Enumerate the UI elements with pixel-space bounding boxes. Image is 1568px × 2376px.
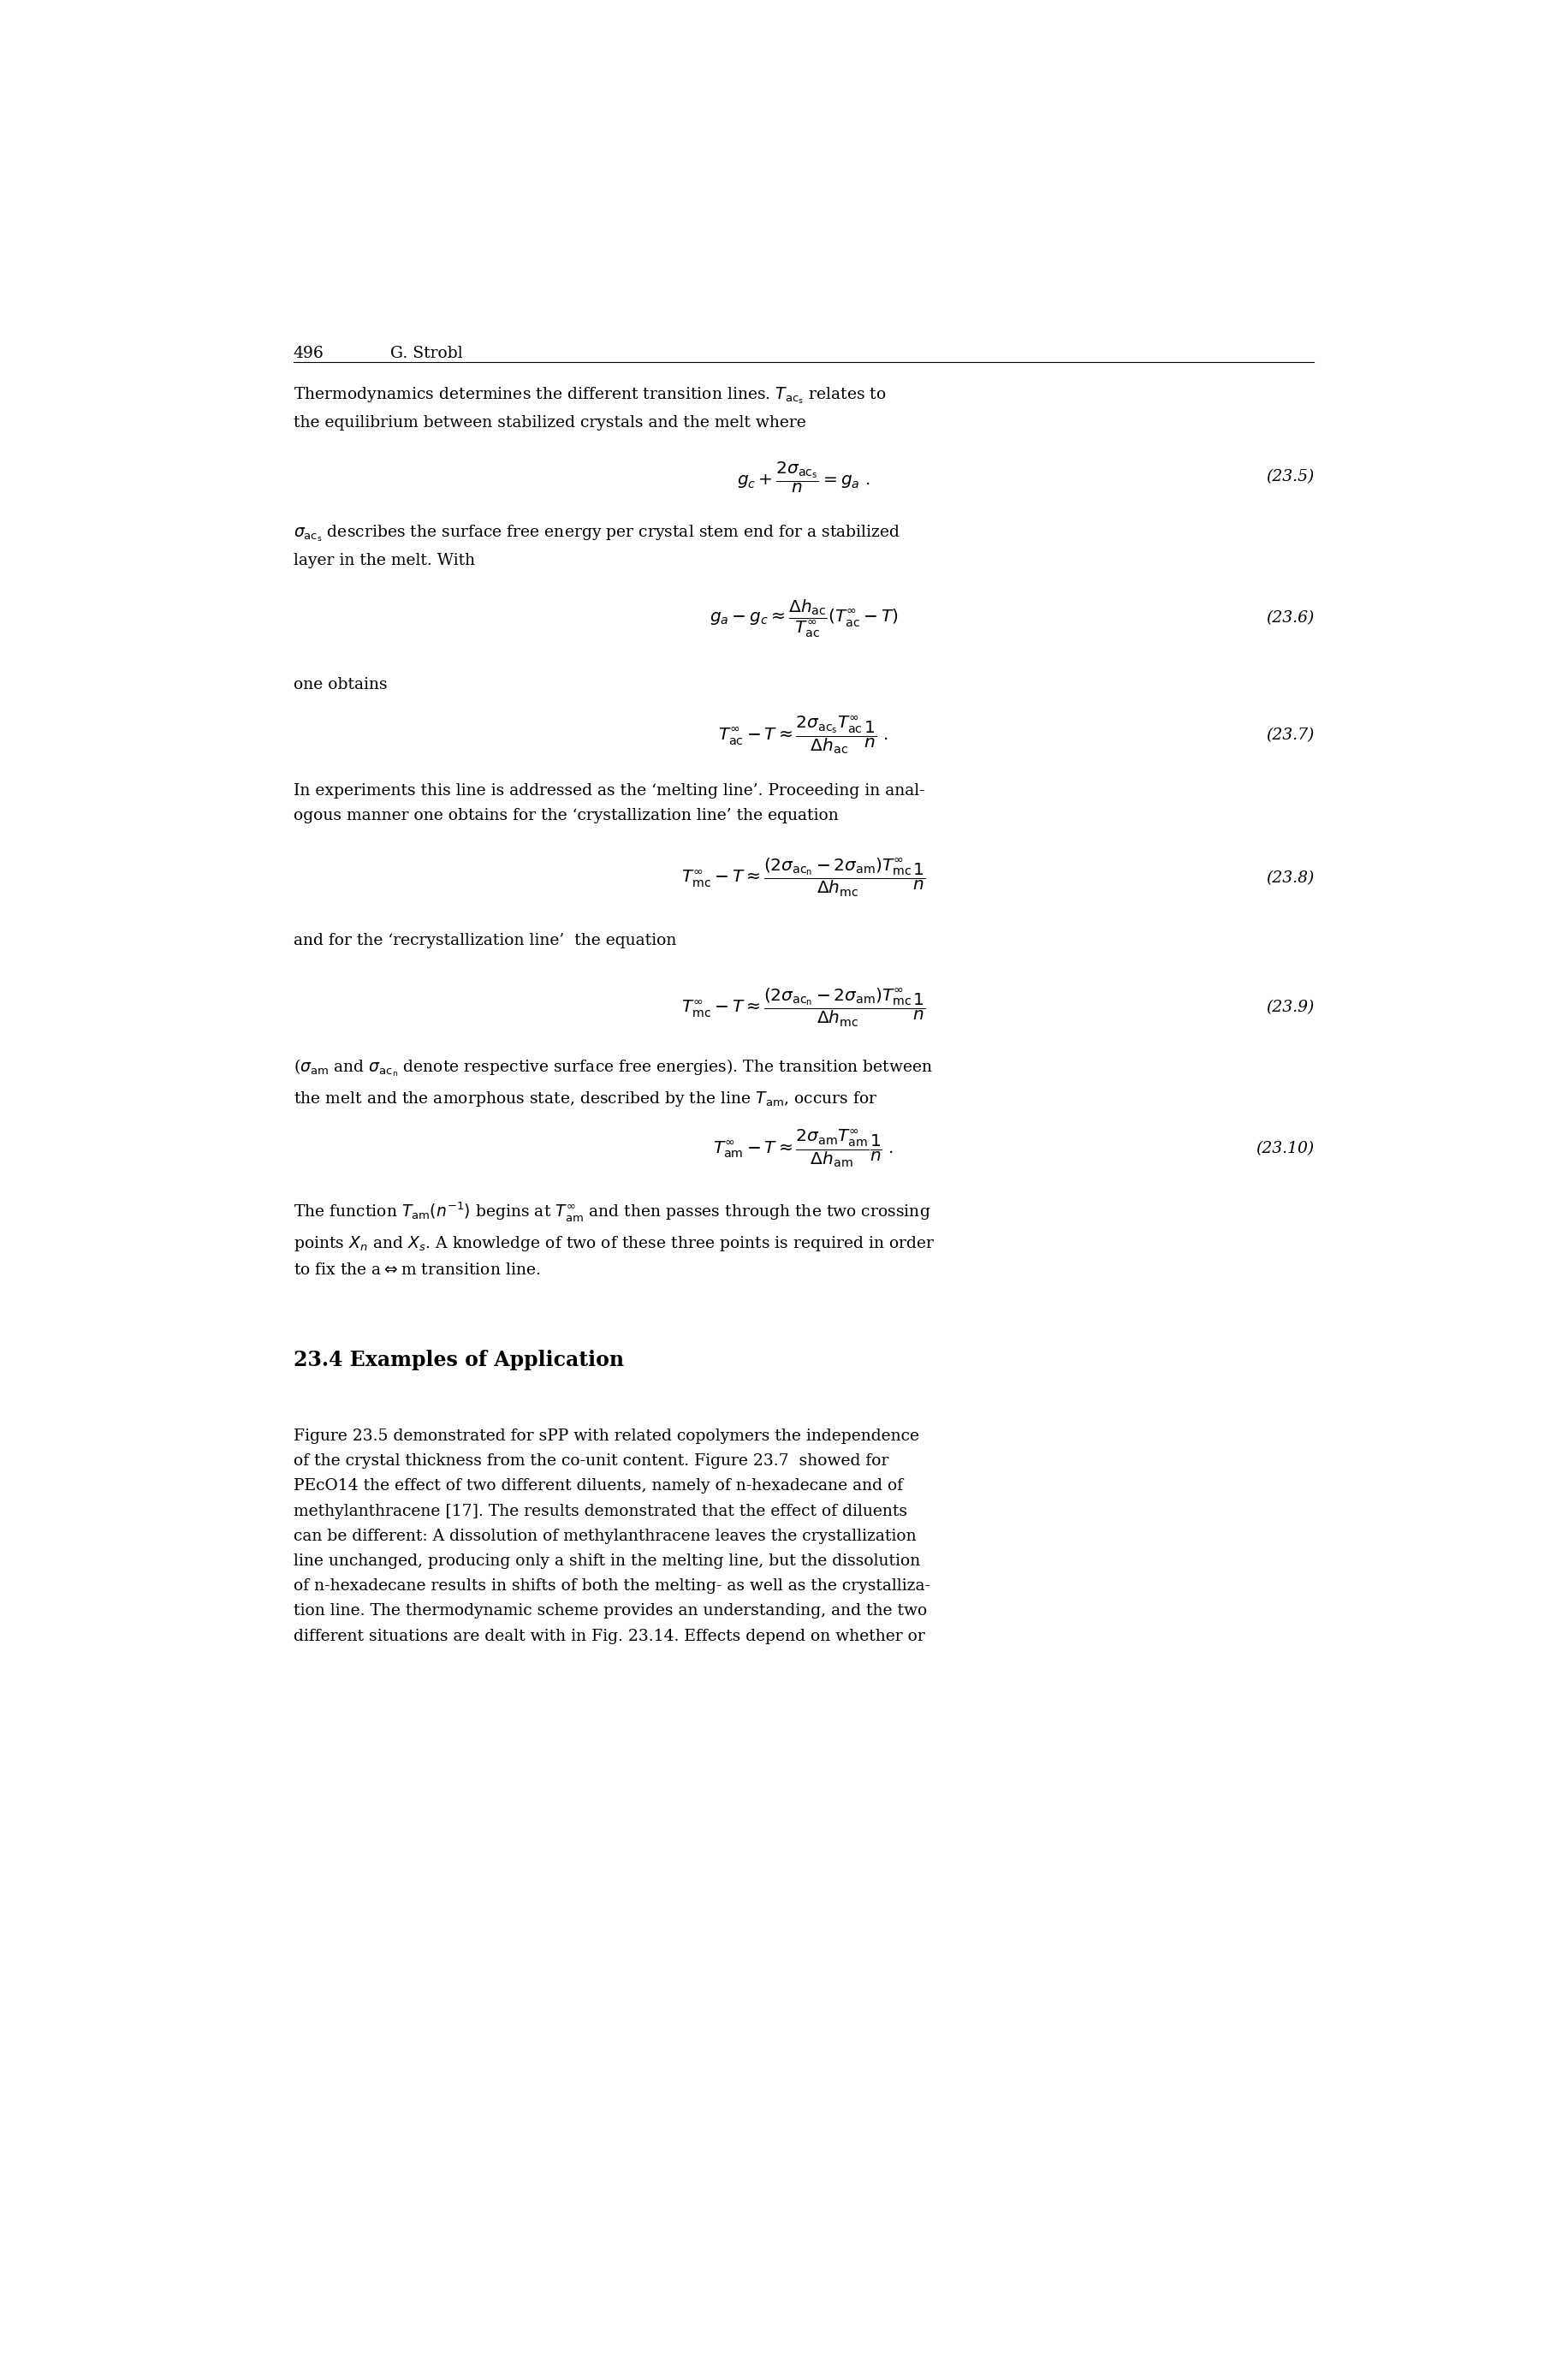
Text: (23.7): (23.7) <box>1265 727 1314 744</box>
Text: $T^\infty_{\mathrm{mc}} - T \approx \dfrac{(2\sigma_{\mathrm{ac_n}} - 2\sigma_{\: $T^\infty_{\mathrm{mc}} - T \approx \dfr… <box>682 986 925 1029</box>
Text: G. Strobl: G. Strobl <box>390 345 463 361</box>
Text: and for the ‘recrystallization line’  the equation: and for the ‘recrystallization line’ the… <box>293 934 676 948</box>
Text: one obtains: one obtains <box>293 677 387 691</box>
Text: (23.8): (23.8) <box>1265 870 1314 886</box>
Text: In experiments this line is addressed as the ‘melting line’. Proceeding in anal-: In experiments this line is addressed as… <box>293 782 925 822</box>
Text: The function $T_{\mathrm{am}}(n^{-1})$ begins at $T^\infty_{\mathrm{am}}$ and th: The function $T_{\mathrm{am}}(n^{-1})$ b… <box>293 1200 935 1278</box>
Text: $g_c + \dfrac{2\sigma_{\mathrm{ac_s}}}{n} = g_a \ .$: $g_c + \dfrac{2\sigma_{\mathrm{ac_s}}}{n… <box>737 459 870 494</box>
Text: $T^\infty_{\mathrm{am}} - T \approx \dfrac{2\sigma_{\mathrm{am}} T^\infty_{\math: $T^\infty_{\mathrm{am}} - T \approx \dfr… <box>713 1129 894 1169</box>
Text: 496: 496 <box>293 345 325 361</box>
Text: $\sigma_{\mathrm{ac_s}}$ describes the surface free energy per crystal stem end : $\sigma_{\mathrm{ac_s}}$ describes the s… <box>293 523 900 568</box>
Text: (23.10): (23.10) <box>1256 1140 1314 1157</box>
Text: $g_a - g_c \approx \dfrac{\Delta h_{\mathrm{ac}}}{T^\infty_{\mathrm{ac}}}(T^\inf: $g_a - g_c \approx \dfrac{\Delta h_{\mat… <box>709 596 898 639</box>
Text: (23.6): (23.6) <box>1265 611 1314 625</box>
Text: ($\sigma_{\mathrm{am}}$ and $\sigma_{\mathrm{ac_n}}$ denote respective surface f: ($\sigma_{\mathrm{am}}$ and $\sigma_{\ma… <box>293 1057 933 1107</box>
Text: (23.9): (23.9) <box>1265 1000 1314 1015</box>
Text: Figure 23.5 demonstrated for sPP with related copolymers the independence
of the: Figure 23.5 demonstrated for sPP with re… <box>293 1428 930 1644</box>
Text: Thermodynamics determines the different transition lines. $T_{\mathrm{ac_s}}$ re: Thermodynamics determines the different … <box>293 385 886 430</box>
Text: $T^\infty_{\mathrm{ac}} - T \approx \dfrac{2\sigma_{\mathrm{ac_s}} T^\infty_{\ma: $T^\infty_{\mathrm{ac}} - T \approx \dfr… <box>718 715 889 756</box>
Text: $T^\infty_{\mathrm{mc}} - T \approx \dfrac{(2\sigma_{\mathrm{ac_n}} - 2\sigma_{\: $T^\infty_{\mathrm{mc}} - T \approx \dfr… <box>682 858 925 898</box>
Text: (23.5): (23.5) <box>1265 470 1314 485</box>
Text: 23.4 Examples of Application: 23.4 Examples of Application <box>293 1350 624 1371</box>
